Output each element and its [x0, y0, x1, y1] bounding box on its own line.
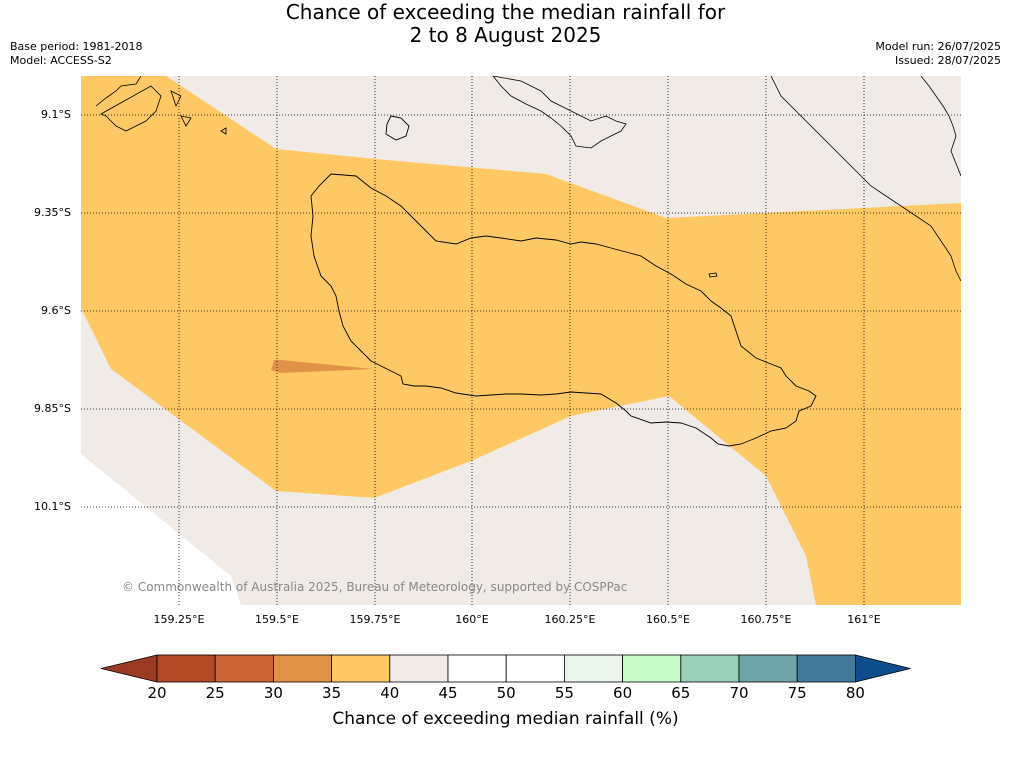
colorbar-tick-label: 30 [263, 684, 283, 702]
colorbar-under-arrow [100, 654, 158, 683]
model-label: Model: ACCESS-S2 [10, 54, 112, 67]
colorbar-tick-label: 50 [496, 684, 516, 702]
lon-label-161: 161°E [847, 613, 881, 626]
colorbar-cell [272, 654, 332, 683]
map-svg [81, 75, 962, 605]
colorbar-tick-label: 80 [845, 684, 865, 702]
band-35-40-region [81, 76, 961, 605]
colorbar-cell [622, 654, 682, 683]
meta-left: Base period: 1981-2018 Model: ACCESS-S2 [10, 40, 142, 68]
copyright-notice: © Commonwealth of Australia 2025, Bureau… [122, 580, 628, 594]
base-period-label: Base period: 1981-2018 [10, 40, 143, 53]
colorbar-tick-label: 75 [787, 684, 807, 702]
colorbar-tick-label: 25 [205, 684, 225, 702]
map-title-line-1: Chance of exceeding the median rainfall … [285, 0, 726, 24]
colorbar-cell [505, 654, 565, 683]
lat-label-9-35: 9.35°S [34, 206, 71, 219]
colorbar-tick-label: 40 [380, 684, 400, 702]
lon-label-160-25: 160.25°E [544, 613, 596, 626]
no-data-region [81, 454, 241, 605]
lon-label-160: 160°E [455, 613, 489, 626]
colorbar-cell [563, 654, 623, 683]
colorbar-tick-label: 70 [729, 684, 749, 702]
map-panel [81, 75, 962, 605]
band-30-35-region [271, 360, 374, 373]
lon-label-159-25: 159.25°E [153, 613, 205, 626]
colorbar-tick-label: 20 [147, 684, 167, 702]
lon-label-160-5: 160.5°E [646, 613, 690, 626]
colorbar-cell [447, 654, 507, 683]
malaita-coastline [770, 75, 962, 282]
colorbar-cell [214, 654, 274, 683]
lat-label-9-6: 9.6°S [41, 304, 71, 317]
colorbar-cell [796, 654, 856, 683]
colorbar-tick-label: 45 [438, 684, 458, 702]
map-title-line-2: 2 to 8 August 2025 [409, 23, 602, 47]
island-coastline [310, 173, 817, 447]
lon-label-159-75: 159.75°E [349, 613, 401, 626]
colorbar-over-arrow [855, 654, 911, 683]
model-run-label: Model run: 26/07/2025 [875, 40, 1001, 53]
colorbar-cell [331, 654, 391, 683]
colorbar-tick-label: 35 [322, 684, 342, 702]
meta-right: Model run: 26/07/2025 Issued: 28/07/2025 [875, 40, 1001, 68]
lon-label-160-75: 160.75°E [740, 613, 792, 626]
lat-label-9-85: 9.85°S [34, 402, 71, 415]
colorbar-cells [100, 654, 911, 683]
colorbar-cell [389, 654, 449, 683]
lat-label-9-1: 9.1°S [41, 108, 71, 121]
colorbar-cell [156, 654, 216, 683]
colorbar [100, 654, 911, 683]
colorbar-tick-label: 65 [671, 684, 691, 702]
florida-islands-outline [492, 75, 627, 149]
colorbar-cell [738, 654, 798, 683]
colorbar-tick-label: 60 [613, 684, 633, 702]
colorbar-title: Chance of exceeding median rainfall (%) [332, 709, 679, 729]
map-gridlines [81, 76, 961, 605]
colorbar-tick-label: 55 [554, 684, 574, 702]
russell-islands-outline [95, 75, 227, 135]
savo-island-outline [385, 115, 410, 141]
small-island-outline [708, 272, 718, 278]
colorbar-cell [680, 654, 740, 683]
issued-label: Issued: 28/07/2025 [894, 54, 1001, 67]
lon-label-159-5: 159.5°E [255, 613, 299, 626]
lat-label-10-1: 10.1°S [34, 500, 71, 513]
